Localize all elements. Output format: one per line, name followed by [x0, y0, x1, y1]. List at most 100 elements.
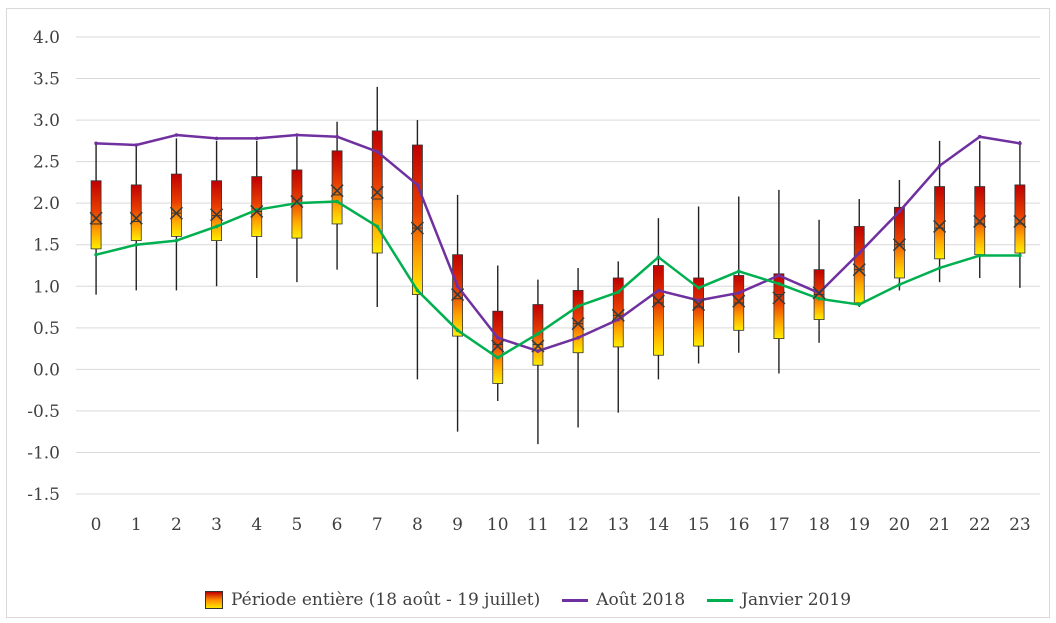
- mean-marker: [772, 291, 786, 305]
- x-tick-label: 16: [728, 515, 750, 535]
- series-point-0: [656, 288, 661, 293]
- legend: Période entière (18 août - 19 juillet) A…: [0, 590, 1056, 610]
- legend-item-janvier: Janvier 2019: [707, 590, 851, 610]
- box: [934, 186, 945, 260]
- series-point-1: [977, 253, 982, 258]
- series-point-0: [937, 163, 942, 168]
- mean-marker: [89, 211, 103, 225]
- mean-marker-stroke: [812, 286, 826, 300]
- mean-marker: [571, 317, 585, 331]
- mean-marker: [1013, 214, 1027, 229]
- mean-marker: [933, 219, 947, 234]
- gridlines: [76, 36, 1040, 495]
- y-tick-label: -1.5: [27, 485, 60, 505]
- legend-swatch-box: [204, 591, 223, 609]
- mean-markers: [89, 184, 1027, 353]
- series-point-0: [174, 133, 179, 137]
- mean-marker-stroke: [732, 294, 746, 308]
- series-point-0: [455, 284, 460, 289]
- series-point-0: [94, 141, 98, 146]
- y-tick-label: 2.5: [33, 153, 60, 173]
- y-tick-label: 4.0: [33, 28, 60, 48]
- mean-marker: [531, 339, 545, 353]
- series-line-0: [96, 133, 1021, 353]
- series-point-0: [616, 317, 621, 322]
- series-point-1: [455, 328, 460, 333]
- box: [412, 144, 423, 295]
- legend-label-janvier: Janvier 2019: [741, 590, 852, 610]
- series-point-1: [536, 331, 540, 336]
- x-tick-label: 10: [487, 515, 509, 535]
- x-tick-label: 13: [607, 515, 629, 535]
- x-tick-label: 11: [527, 515, 549, 535]
- mean-marker: [491, 339, 505, 353]
- series-point-1: [696, 286, 701, 290]
- mean-marker: [692, 297, 706, 312]
- series-point-1: [777, 281, 781, 286]
- y-tick-label: -0.5: [27, 402, 60, 422]
- mean-marker-stroke: [892, 238, 906, 252]
- x-tick-label: 2: [171, 515, 182, 535]
- series-point-0: [736, 291, 741, 295]
- box: [1014, 184, 1026, 254]
- series-point-0: [977, 134, 982, 139]
- legend-swatch-aout: [562, 598, 589, 602]
- x-tick-label: 9: [452, 515, 463, 535]
- mean-marker-stroke: [410, 221, 424, 235]
- y-tick-label: 2.0: [33, 194, 60, 214]
- series-point-1: [897, 282, 902, 287]
- mean-marker: [812, 286, 826, 300]
- x-tick-label: 23: [1009, 515, 1031, 535]
- mean-marker: [611, 308, 625, 322]
- mean-marker: [290, 194, 304, 209]
- series-point-1: [937, 266, 942, 270]
- x-axis-ticks: 0 1 2 3 4 5 6 7 8 9 10 11 12 13 14 15 16 17 18 19 20 21 22 23: [91, 515, 1031, 535]
- x-tick-label: 12: [567, 515, 589, 535]
- mean-marker: [210, 208, 224, 222]
- series-point-1: [375, 224, 380, 229]
- mean-marker: [732, 294, 746, 308]
- mean-marker-stroke: [210, 208, 224, 222]
- x-tick-label: 22: [969, 515, 991, 535]
- series-point-1: [495, 355, 500, 360]
- x-tick-label: 18: [808, 515, 830, 535]
- box: [130, 184, 142, 241]
- x-tick-label: 7: [372, 515, 383, 535]
- series-point-0: [897, 209, 902, 214]
- mean-marker-stroke: [973, 214, 987, 229]
- box: [331, 150, 343, 225]
- mean-marker-stroke: [852, 263, 866, 277]
- mean-marker-stroke: [250, 204, 264, 219]
- series-point-1: [94, 252, 98, 257]
- y-tick-label: 0.0: [33, 360, 60, 380]
- x-tick-label: 4: [251, 515, 262, 535]
- series-point-0: [536, 349, 540, 353]
- mean-marker-stroke: [370, 185, 384, 199]
- series-point-1: [415, 288, 420, 293]
- x-tick-label: 3: [211, 515, 222, 535]
- series-point-1: [616, 290, 621, 294]
- y-axis-ticks: 4.0 3.5 3.0 2.5 2.0 1.5 1.0 0.5 0.0 -0.5 -1.0 -1.5: [27, 28, 60, 505]
- mean-marker: [852, 263, 866, 277]
- series-point-0: [576, 335, 580, 340]
- x-tick-label: 19: [848, 515, 870, 535]
- y-tick-label: 3.5: [33, 70, 60, 90]
- series-point-0: [857, 251, 862, 255]
- x-tick-label: 6: [332, 515, 343, 535]
- mean-marker-stroke: [129, 211, 143, 225]
- x-tick-label: 17: [768, 515, 790, 535]
- series-lines: [94, 133, 1022, 360]
- mean-marker: [250, 204, 264, 219]
- mean-marker: [169, 206, 183, 220]
- mean-marker: [451, 288, 465, 302]
- mean-marker-stroke: [491, 339, 505, 353]
- mean-marker-stroke: [330, 184, 344, 198]
- mean-marker-stroke: [651, 294, 665, 308]
- legend-swatch-janvier: [707, 598, 734, 602]
- x-tick-label: 21: [929, 515, 951, 535]
- box: [572, 290, 584, 354]
- series-point-1: [174, 238, 179, 243]
- x-tick-label: 1: [131, 515, 142, 535]
- x-tick-label: 14: [648, 515, 670, 535]
- series-point-0: [1018, 141, 1022, 146]
